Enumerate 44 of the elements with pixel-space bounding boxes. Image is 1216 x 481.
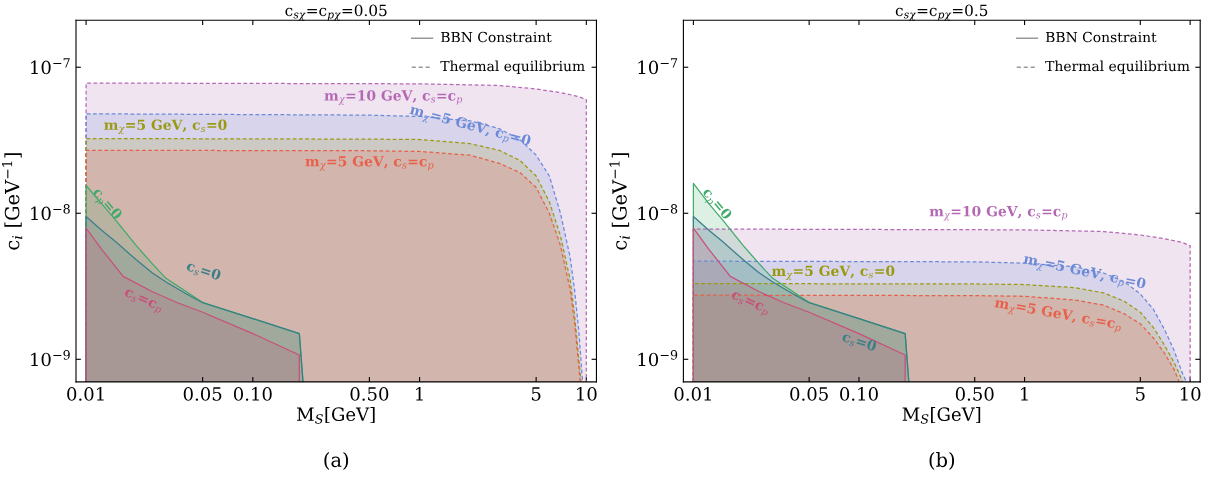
annotation: Thermal equilibrium xyxy=(440,60,585,74)
series-label: c$_{s}$=c$_{p}$ xyxy=(122,288,164,316)
x-tick-label: 0.10 xyxy=(233,387,272,401)
series-label: c$_{s}$=c$_{p}$ xyxy=(729,291,771,318)
annotation: BBN Constraint xyxy=(441,31,552,43)
series-label: m$_{χ}$=5 GeV, c$_{s}$=c$_{p}$ xyxy=(305,156,434,171)
chart-title: c$_{sχ}$=c$_{pχ}$=0.05 xyxy=(285,4,387,21)
text: c$_{p}$=0 xyxy=(699,186,733,223)
x-tick-label: 0.50 xyxy=(955,387,994,401)
x-tick-label: 10 xyxy=(577,387,597,401)
y-tick-label: 10$^{−9}$ xyxy=(31,350,70,367)
x-tick-label: 0.01 xyxy=(67,387,104,401)
series-label: m$_{χ}$=5 GeV, c$_{s}$=0 xyxy=(104,119,227,135)
x-tick-label: 0.05 xyxy=(790,387,828,401)
x-tick-label: 0.50 xyxy=(350,387,389,401)
x-tick-label: 10 xyxy=(1180,387,1201,401)
y-axis-title: c$_{i}$ [GeV$^{−1}$] xyxy=(609,153,630,250)
series-label: m$_{χ}$=10 GeV, c$_{s}$=c$_{p}$ xyxy=(324,90,463,105)
chart-title: c$_{sχ}$=c$_{pχ}$=0.5 xyxy=(895,4,988,21)
series-label: m$_{χ}$=5 GeV, c$_{p}$=0 xyxy=(408,103,532,150)
text: (a) xyxy=(324,452,349,470)
x-tick-label: 1 xyxy=(1021,387,1028,401)
x-tick-label: 0.10 xyxy=(840,387,878,401)
x-tick-label: 0.05 xyxy=(183,387,222,401)
x-tick-label: 1 xyxy=(416,387,423,401)
y-tick-label: 10$^{−7}$ xyxy=(638,58,678,75)
y-tick-label: 10$^{−9}$ xyxy=(638,350,678,367)
annotation: Thermal equilibrium xyxy=(1045,60,1190,74)
y-tick-label: 10$^{−8}$ xyxy=(638,204,678,221)
x-axis-title: M$_{S}$[GeV] xyxy=(902,407,981,424)
x-axis-title: M$_{S}$[GeV] xyxy=(297,407,375,424)
y-axis-title: c$_{i}$ [GeV$^{−1}$] xyxy=(1,153,23,250)
x-tick-label: 0.01 xyxy=(674,387,711,401)
annotation: BBN Constraint xyxy=(1045,31,1157,43)
series-label: m$_{χ}$=5 GeV, c$_{s}$=0 xyxy=(771,265,895,281)
text: (b) xyxy=(929,452,955,470)
x-tick-label: 5 xyxy=(1136,387,1145,401)
text: c$_{s}$=0 xyxy=(185,260,222,283)
y-tick-label: 10$^{−8}$ xyxy=(31,204,70,221)
y-tick-label: 10$^{−7}$ xyxy=(31,58,70,75)
x-tick-label: 5 xyxy=(531,387,541,401)
series-label: c$_{s}$=0 xyxy=(841,330,878,354)
series-label: m$_{χ}$=5 GeV, c$_{s}$=c$_{p}$ xyxy=(993,296,1123,334)
series-label: m$_{χ}$=10 GeV, c$_{s}$=c$_{p}$ xyxy=(929,205,1068,221)
